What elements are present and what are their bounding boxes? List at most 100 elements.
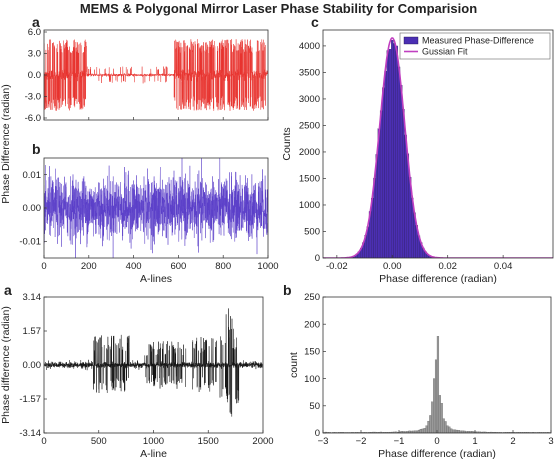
- b-bottom-hist-bar: [421, 428, 424, 433]
- c-top-ytick-label: 0: [315, 253, 320, 264]
- c-top-xlabel: Phase difference (radian): [379, 273, 497, 285]
- c-top-hist-bar: [386, 50, 390, 258]
- b-bottom-hist-bar: [455, 429, 459, 433]
- b-bottom-hist-bar: [448, 426, 451, 433]
- panel-a-bottom: 3.14 1.57 0.00 -1.57 -3.140 500 1000 1500 2000 A-…: [0, 282, 274, 460]
- c-top-hist-bar: [384, 71, 387, 258]
- b-bottom-ytick-label: 200: [304, 319, 320, 330]
- c-top-hist-bar: [379, 110, 383, 258]
- b-bottom-hist-bar: [452, 429, 455, 433]
- a-bottom-series-line: [44, 308, 263, 417]
- b-bottom-hist-bar: [423, 428, 426, 433]
- c-top-hist-bar: [382, 87, 385, 258]
- b-bottom-hist-bar: [433, 378, 436, 433]
- b-top-panel-label: b: [32, 141, 41, 157]
- a-top-series-line: [44, 39, 268, 111]
- b-top-series-line: [44, 158, 268, 258]
- c-top-legend-box: [399, 32, 551, 60]
- c-top-hist-bar: [388, 49, 392, 258]
- c-top-panel-label: c: [311, 14, 319, 30]
- c-top-ylabel: Counts: [281, 127, 293, 160]
- b-bottom-xtick-label: −3: [318, 436, 329, 447]
- b-bottom-hist-bar: [446, 425, 449, 433]
- c-top-legend-swatch-bar: [403, 36, 419, 45]
- a-top-ytick-label: 0.0: [28, 70, 41, 81]
- figure-title: MEMS & Polygonal Mirror Laser Phase Stab…: [80, 1, 477, 16]
- panel-a-top: 6.0 3.0 0.0 -3.0 -6.0 a: [25, 14, 269, 124]
- b-bottom-hist-bar: [419, 429, 422, 433]
- a-bottom-xtick-label: 2000: [252, 436, 273, 447]
- panel-b-top: 0.01 0.00 -0.01 0 200 400 600 800 1000 A-lines b: [19, 141, 278, 285]
- c-top-ytick-label: 4000: [299, 41, 320, 52]
- b-bottom-hist-bar: [434, 359, 438, 433]
- c-top-hist-bar: [402, 109, 405, 258]
- b-bottom-hist-bar: [453, 429, 457, 433]
- a-bottom-xtick-label: 0: [41, 436, 46, 447]
- b-bottom-hist-bar: [442, 418, 445, 433]
- b-bottom-xtick-label: −2: [356, 436, 367, 447]
- a-bottom-ytick-label: 0.00: [23, 360, 42, 371]
- c-top-gaussian-fit-line: [323, 37, 553, 258]
- a-top-ytick-label: 6.0: [28, 27, 41, 38]
- c-top-xtick-label: 0.04: [494, 261, 513, 272]
- b-bottom-hist-bar: [417, 429, 421, 433]
- c-top-ytick-label: 1000: [299, 200, 320, 211]
- b-bottom-xtick-label: 1: [472, 436, 477, 447]
- panel-c-top: 0 500 1000 1500 2000 2500 3000 3500 4000 -0.02 0.0…: [281, 14, 554, 285]
- c-top-hist-bar: [395, 45, 398, 258]
- a-bottom-xtick-label: 1000: [143, 436, 164, 447]
- b-bottom-hist-bar: [444, 421, 447, 433]
- b-top-xtick-label: 600: [170, 261, 186, 272]
- c-top-hist-bar: [391, 40, 394, 258]
- b-bottom-ytick-label: 0: [315, 428, 320, 439]
- a-bottom-ytick-label: -3.14: [19, 428, 41, 439]
- b-top-ytick-label: 0.00: [23, 203, 42, 214]
- b-top-ytick-label: -0.01: [19, 237, 41, 248]
- b-bottom-hist-bar: [427, 420, 430, 433]
- a-bottom-panel-label: a: [4, 282, 12, 298]
- b-bottom-ytick-label: 100: [304, 374, 320, 385]
- c-top-hist-bar: [397, 66, 401, 258]
- a-top-ytick-label: 3.0: [28, 49, 41, 60]
- b-bottom-xtick-label: 3: [548, 436, 553, 447]
- b-bottom-xlabel: Phase difference (radian): [378, 448, 496, 460]
- c-top-hist-bar: [393, 43, 396, 258]
- b-bottom-hist-bar: [429, 415, 432, 433]
- c-top-ytick-label: 3500: [299, 68, 320, 79]
- b-top-xlabel: A-lines: [140, 273, 172, 285]
- b-top-xtick-label: 800: [215, 261, 231, 272]
- a-top-panel-label: a: [32, 14, 40, 30]
- b-bottom-xtick-label: 2: [510, 436, 515, 447]
- b-top-xtick-label: 0: [41, 261, 46, 272]
- top-left-ylabel: Phase Difference (radian): [0, 84, 12, 203]
- b-bottom-panel-label: b: [283, 282, 292, 298]
- b-bottom-hist-bar: [431, 401, 434, 433]
- c-top-ytick-label: 1500: [299, 174, 320, 185]
- a-top-ytick-label: -3.0: [25, 92, 41, 103]
- c-top-ytick-label: 2500: [299, 121, 320, 132]
- b-top-ytick-label: 0.01: [23, 170, 42, 181]
- c-top-xtick-label: -0.02: [326, 261, 348, 272]
- c-top-legend-label: Gussian Fit: [422, 47, 468, 57]
- b-bottom-hist-bar: [436, 336, 440, 433]
- c-top-xtick-label: 0.02: [438, 261, 457, 272]
- b-bottom-hist-bar: [450, 428, 453, 433]
- a-bottom-ytick-label: 3.14: [23, 292, 42, 303]
- a-bottom-ylabel: Phase difference (radian): [0, 306, 12, 424]
- c-top-ytick-label: 2000: [299, 147, 320, 158]
- a-bottom-xtick-label: 500: [91, 436, 107, 447]
- c-top-ytick-label: 500: [304, 227, 320, 238]
- panel-b-bottom: 0 50 100 150 200 250 −3 −2 −1 0 1 2 3 Phase differenc…: [283, 282, 554, 460]
- b-bottom-hist-bar: [440, 403, 443, 433]
- b-bottom-xtick-label: 0: [434, 436, 439, 447]
- c-top-hist-bar: [404, 134, 407, 258]
- b-top-xtick-label: 400: [126, 261, 142, 272]
- a-bottom-ytick-label: -1.57: [19, 394, 41, 405]
- a-top-ytick-label: -6.0: [25, 113, 41, 124]
- a-bottom-xlabel: A-line: [140, 448, 167, 460]
- b-bottom-ytick-label: 250: [304, 292, 320, 303]
- b-bottom-ytick-label: 150: [304, 347, 320, 358]
- b-top-xtick-label: 1000: [257, 261, 278, 272]
